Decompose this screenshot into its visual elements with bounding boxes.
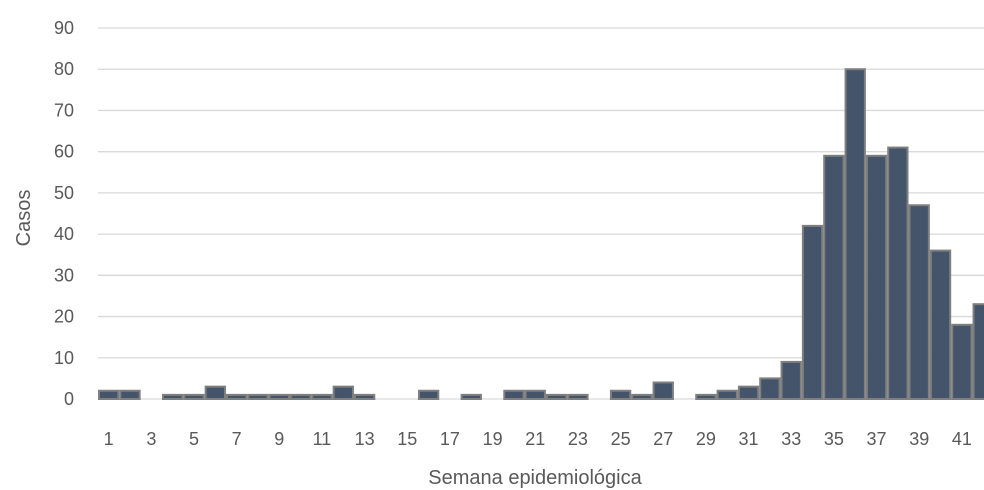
bar-week-33 <box>780 360 802 400</box>
bar-week-25 <box>609 389 632 400</box>
bar-week-27 <box>652 381 674 400</box>
y-tick-label: 90 <box>54 18 74 38</box>
bar-week-8 <box>247 393 269 400</box>
bar-week-7 <box>225 393 248 400</box>
bar-week-32 <box>759 377 781 400</box>
bar-week-23 <box>567 393 589 400</box>
y-tick-label: 50 <box>54 183 74 203</box>
bar-week-18 <box>460 393 482 400</box>
bar-week-2 <box>119 389 141 400</box>
y-tick-label: 0 <box>64 389 74 409</box>
x-tick-label: 9 <box>274 429 284 449</box>
x-tick-label: 17 <box>440 429 460 449</box>
bar-week-34 <box>801 224 824 400</box>
bar-week-20 <box>503 389 525 400</box>
bars <box>98 68 984 401</box>
bar-week-29 <box>695 393 717 400</box>
bar-week-12 <box>332 385 354 400</box>
y-tick-label: 20 <box>54 307 74 327</box>
gridlines <box>98 27 984 400</box>
x-tick-label: 31 <box>739 429 759 449</box>
x-tick-label: 35 <box>824 429 844 449</box>
bar-week-41 <box>951 323 973 400</box>
x-tick-label: 25 <box>611 429 631 449</box>
bar-week-11 <box>311 393 333 400</box>
bar-week-35 <box>823 154 845 400</box>
bar-week-6 <box>204 385 226 400</box>
x-tick-label: 41 <box>952 429 972 449</box>
bar-week-37 <box>865 154 888 400</box>
bar-week-13 <box>353 393 376 400</box>
x-tick-label: 37 <box>867 429 887 449</box>
bar-week-10 <box>289 393 312 400</box>
bar-week-38 <box>887 146 909 400</box>
x-tick-label: 7 <box>232 429 242 449</box>
bar-week-9 <box>268 393 290 400</box>
bar-week-40 <box>929 249 952 400</box>
x-tick-label: 3 <box>146 429 156 449</box>
bar-week-22 <box>545 393 568 400</box>
bar-week-16 <box>417 389 440 400</box>
bar-week-39 <box>908 204 930 400</box>
y-tick-label: 60 <box>54 142 74 162</box>
x-tick-label: 11 <box>313 429 332 449</box>
x-tick-label: 19 <box>483 429 503 449</box>
x-axis-ticks: 1 3 5 7 9 11 13 15 17 19 21 23 25 27 29 31 33 35 37 39 41 <box>104 429 972 449</box>
x-tick-label: 1 <box>104 429 114 449</box>
y-axis-ticks: 0 10 20 30 40 50 60 70 80 90 <box>54 18 74 409</box>
x-tick-label: 21 <box>525 429 545 449</box>
bar-week-4 <box>161 393 184 400</box>
bar-week-31 <box>737 385 760 400</box>
y-tick-label: 80 <box>54 59 74 79</box>
x-tick-label: 29 <box>696 429 716 449</box>
bar-week-36 <box>844 68 866 400</box>
bar-week-1 <box>98 389 120 400</box>
bar-week-26 <box>631 393 653 400</box>
y-tick-label: 70 <box>54 100 74 120</box>
x-tick-label: 15 <box>397 429 417 449</box>
y-tick-label: 30 <box>54 265 74 285</box>
x-tick-label: 27 <box>653 429 673 449</box>
x-axis-title: Semana epidemiológica <box>428 467 642 489</box>
bar-week-21 <box>524 389 546 400</box>
y-tick-label: 10 <box>54 348 74 368</box>
bar-week-5 <box>183 393 205 400</box>
bar-week-42 <box>972 303 984 401</box>
x-tick-label: 39 <box>909 429 929 449</box>
y-axis-title: Casos <box>13 190 35 247</box>
bar-week-30 <box>716 389 738 400</box>
x-tick-label: 23 <box>568 429 588 449</box>
x-tick-label: 13 <box>355 429 375 449</box>
x-tick-label: 5 <box>189 429 199 449</box>
y-tick-label: 40 <box>54 224 74 244</box>
x-tick-label: 33 <box>781 429 801 449</box>
